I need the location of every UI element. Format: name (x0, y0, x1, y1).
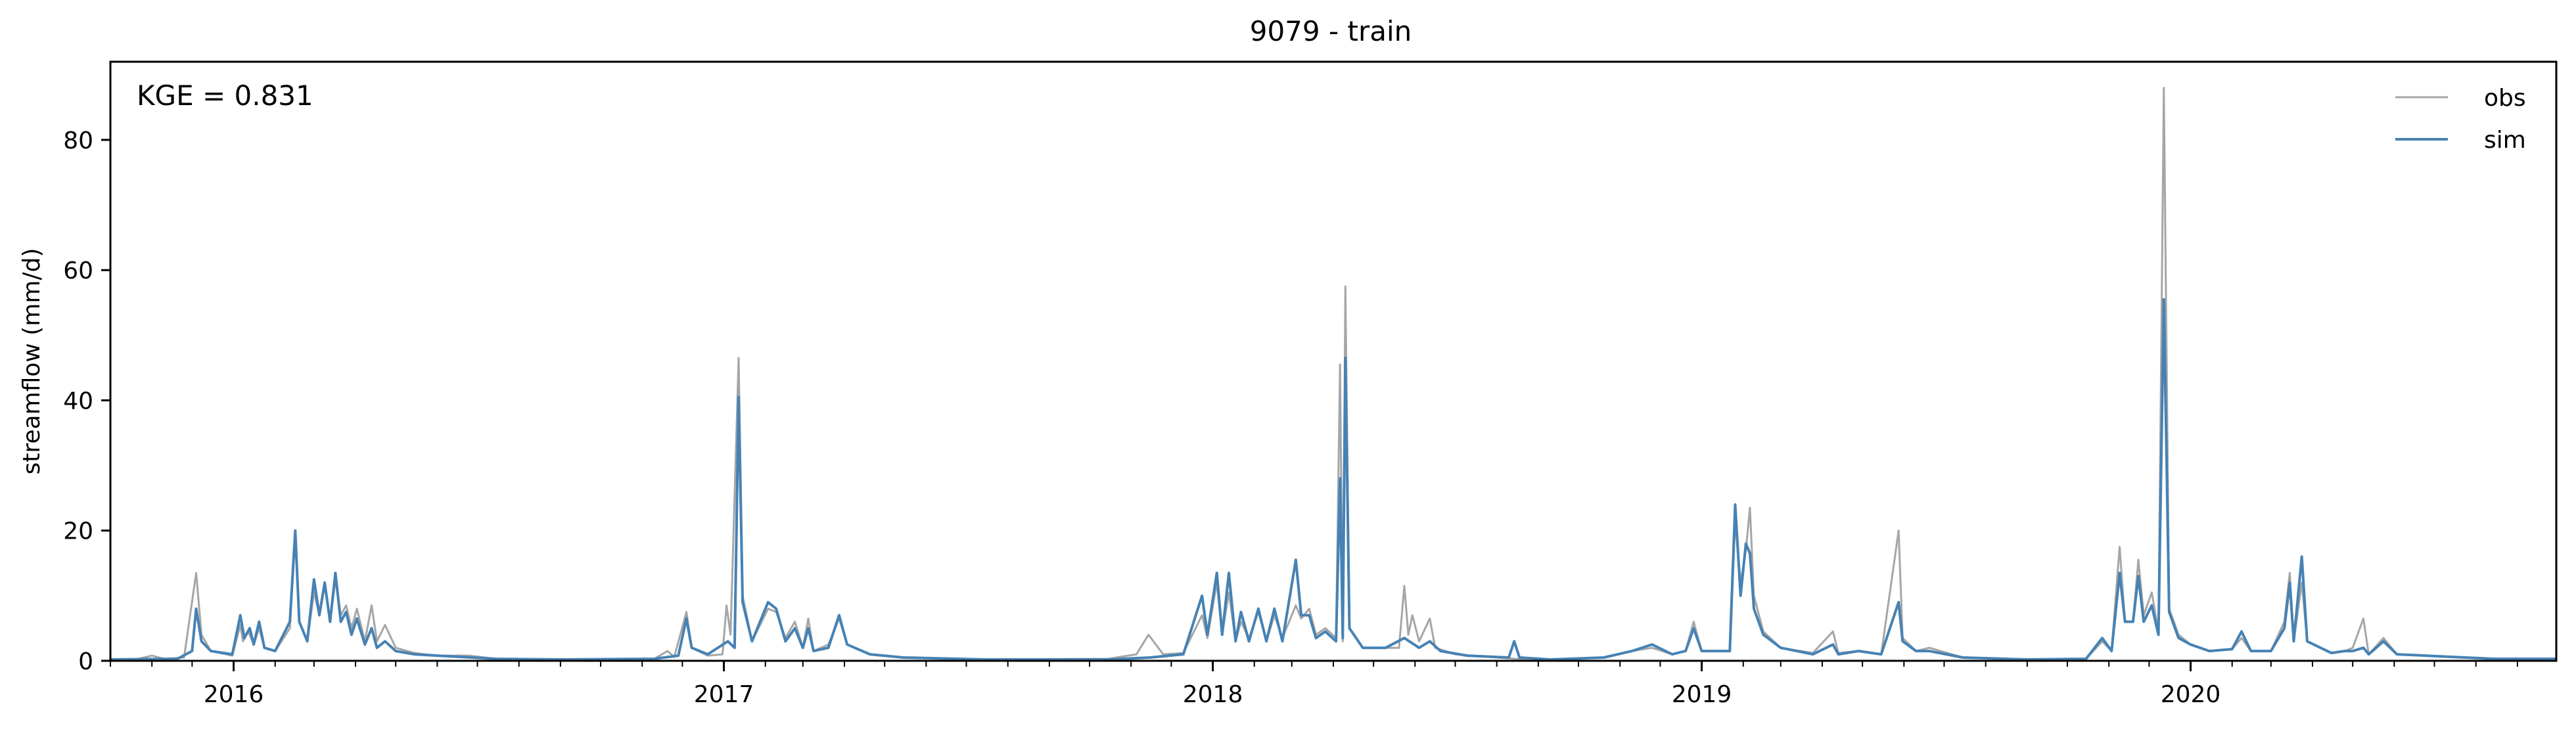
x-tick-label: 2018 (1183, 681, 1243, 708)
legend-label-sim: sim (2484, 127, 2526, 154)
x-tick-label: 2017 (694, 681, 754, 708)
y-tick-label: 60 (63, 257, 93, 284)
plot-area (110, 87, 2556, 661)
y-tick-label: 0 (78, 648, 93, 675)
series-line-obs (110, 87, 2556, 661)
chart-title: 9079 - train (1250, 15, 1412, 47)
x-tick-label: 2019 (1672, 681, 1732, 708)
y-tick-label: 40 (63, 388, 93, 414)
y-tick-label: 20 (63, 518, 93, 545)
legend-label-obs: obs (2484, 85, 2526, 112)
x-tick-label: 2016 (204, 681, 264, 708)
series-group (110, 87, 2556, 661)
x-axis: 2016 2017 2018 2019 2020 (110, 661, 2518, 708)
y-axis: 0 20 40 60 80 (63, 127, 110, 675)
y-tick-label: 80 (63, 127, 93, 154)
series-line-sim (110, 298, 2556, 661)
kge-annotation: KGE = 0.831 (137, 79, 313, 112)
x-tick-label: 2020 (2161, 681, 2221, 708)
y-axis-label: streamflow (mm/d) (18, 248, 45, 475)
legend: obs sim (2395, 85, 2526, 154)
